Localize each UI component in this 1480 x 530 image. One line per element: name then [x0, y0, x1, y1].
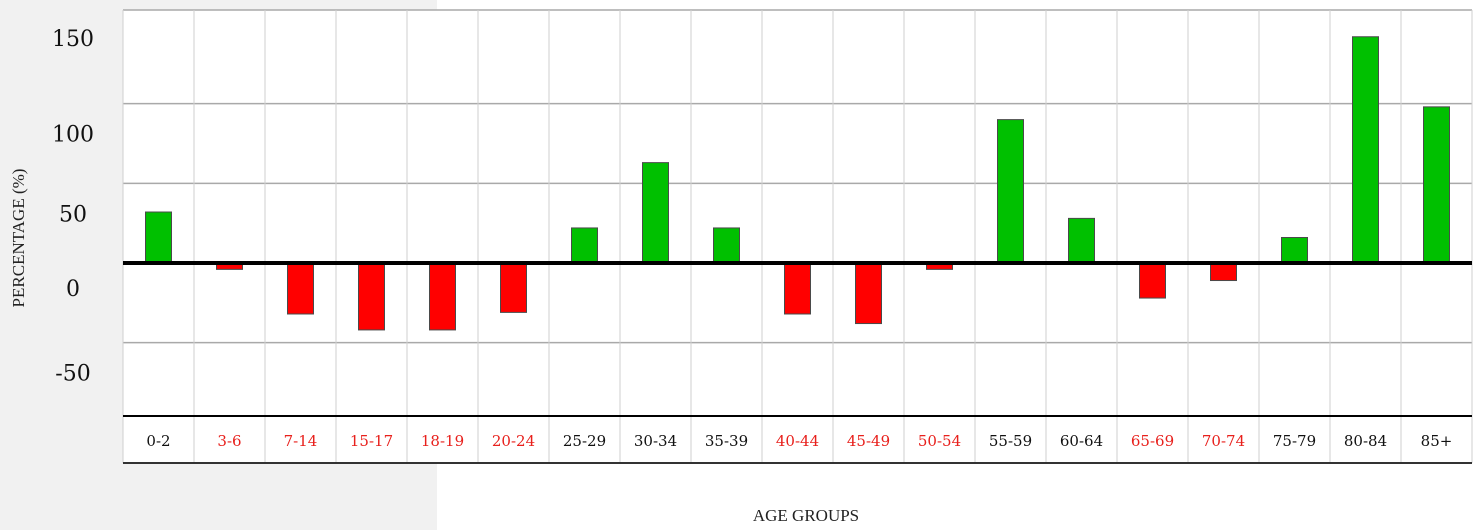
y-tick-labels: 150 100 50 0 -50 [52, 27, 94, 387]
x-tick-label: 40-44 [776, 432, 819, 450]
bar-55-59 [997, 119, 1024, 264]
bar-7-14 [287, 262, 314, 315]
plot-area [123, 10, 1472, 463]
grid-layer [122, 9, 1473, 463]
x-tick-label: 75-79 [1273, 432, 1316, 450]
x-tick-label: 60-64 [1060, 432, 1103, 450]
bar-15-17 [358, 262, 385, 331]
bar-80-84 [1352, 36, 1379, 264]
x-tick-label: 20-24 [492, 432, 535, 450]
bar-18-19 [429, 262, 456, 331]
y-tick-label: -50 [55, 362, 90, 387]
bar-75-79 [1281, 237, 1308, 264]
y-tick-label: 0 [66, 277, 80, 302]
bar-60-64 [1068, 217, 1095, 264]
y-tick-label: 100 [52, 123, 94, 148]
x-tick-label: 35-39 [705, 432, 748, 450]
axis-layer [123, 261, 1472, 464]
x-tick-label: 55-59 [989, 432, 1032, 450]
x-tick-label: 80-84 [1344, 432, 1387, 450]
y-tick-label: 50 [59, 202, 87, 227]
x-tick-label: 45-49 [847, 432, 890, 450]
x-tick-label: 50-54 [918, 432, 961, 450]
bar-65-69 [1139, 262, 1166, 299]
bar-85+ [1423, 106, 1450, 264]
bar-20-24 [500, 262, 527, 313]
x-tick-label: 70-74 [1202, 432, 1245, 450]
bar-70-74 [1210, 262, 1237, 282]
x-tick-label: 18-19 [421, 432, 464, 450]
x-tick-label: 85+ [1421, 432, 1453, 450]
bar-25-29 [571, 227, 598, 264]
x-tick-label: 15-17 [350, 432, 393, 450]
bar-45-49 [855, 262, 882, 325]
bars-layer [145, 36, 1450, 331]
bar-0-2 [145, 211, 172, 264]
bar-30-34 [642, 162, 669, 264]
y-axis-title: PERCENTAGE (%) [9, 169, 28, 308]
x-tick-label: 65-69 [1131, 432, 1174, 450]
x-axis-title: AGE GROUPS [753, 506, 859, 525]
y-tick-label: 150 [52, 27, 94, 52]
bar-40-44 [784, 262, 811, 315]
x-tick-label: 25-29 [563, 432, 606, 450]
x-tick-label: 30-34 [634, 432, 677, 450]
x-tick-label: 0-2 [146, 432, 170, 450]
x-tick-label: 3-6 [217, 432, 241, 450]
x-tick-labels: 0-2 3-6 7-14 15-17 18-19 20-24 25-29 30-34 35-39… [146, 432, 1452, 450]
x-tick-label: 7-14 [284, 432, 318, 450]
bar-35-39 [713, 227, 740, 264]
